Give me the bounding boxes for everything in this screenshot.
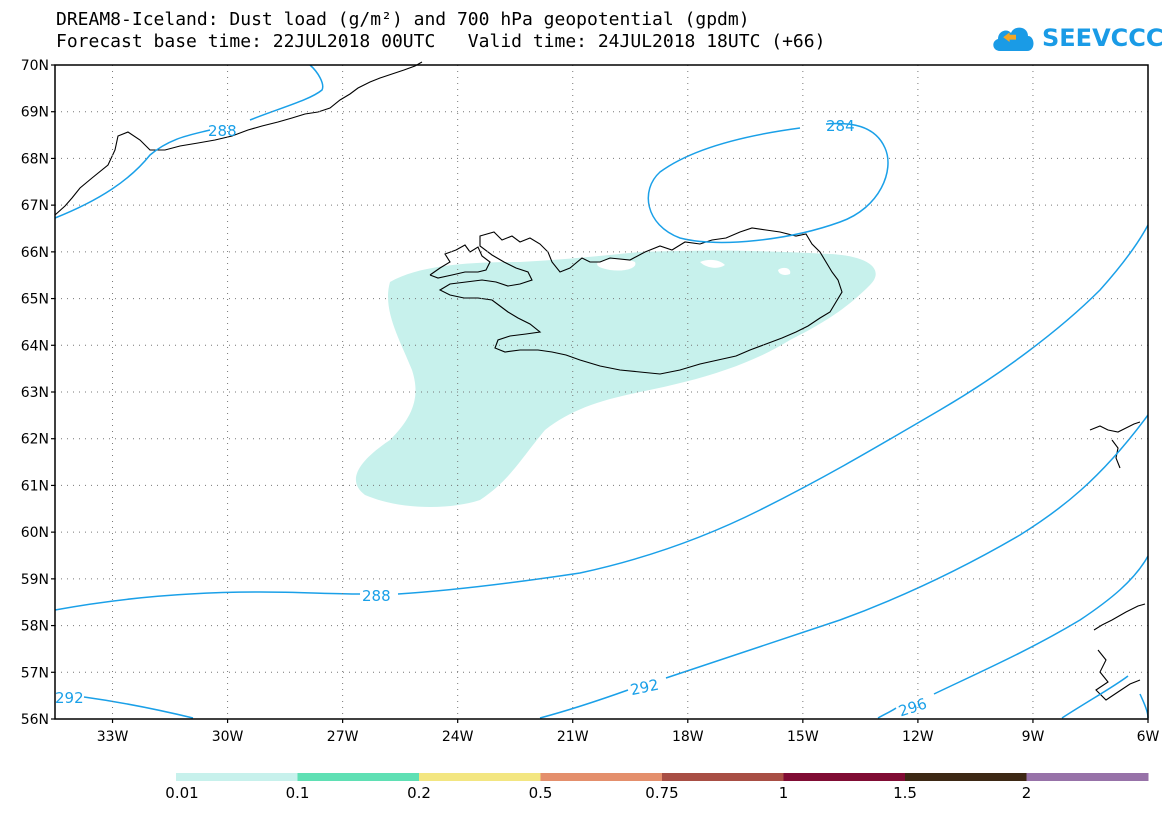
- legend-swatch: [176, 773, 298, 781]
- contour-label-292-east: 292: [629, 676, 661, 700]
- legend-label: 0.2: [407, 784, 431, 802]
- legend-swatch: [662, 773, 784, 781]
- legend-label: 0.01: [165, 784, 199, 802]
- lat-label: 64N: [21, 338, 49, 354]
- lon-label: 27W: [327, 729, 359, 745]
- lon-label: 6W: [1137, 729, 1160, 745]
- lat-label: 62N: [21, 432, 49, 448]
- lat-label: 68N: [21, 151, 49, 167]
- contour-288-south: [54, 224, 1149, 611]
- lon-label: 33W: [97, 729, 129, 745]
- lat-label: 59N: [21, 572, 49, 588]
- lon-label: 18W: [672, 729, 704, 745]
- cloud-icon: [993, 27, 1034, 51]
- legend-label: 1.5: [893, 784, 917, 802]
- contour-value-labels: 288 284 288 292 292 296: [55, 117, 929, 720]
- lat-lon-grid: [55, 65, 1148, 719]
- seevccc-logo: SEEVCCC: [990, 20, 1164, 56]
- legend-label: 2: [1021, 784, 1032, 802]
- map-title: DREAM8-Iceland: Dust load (g/m²) and 700…: [56, 9, 750, 30]
- lon-label: 12W: [902, 729, 934, 745]
- legend-label: 1: [778, 784, 789, 802]
- legend-swatch: [540, 773, 663, 781]
- contour-label-288-north: 288: [208, 122, 237, 140]
- lat-label: 69N: [21, 105, 49, 121]
- legend-label: 0.75: [645, 784, 679, 802]
- greenland-coast: [54, 61, 423, 216]
- contour-296: [877, 555, 1149, 719]
- lat-label: 65N: [21, 292, 49, 308]
- latitude-labels: 70N 69N 68N 67N 66N 65N 64N 63N 62N 61N 60N 59N 58N 5…: [21, 58, 49, 728]
- geopotential-contours: [54, 64, 1149, 719]
- lat-label: 66N: [21, 245, 49, 261]
- lon-label: 21W: [557, 729, 589, 745]
- lat-label: 56N: [21, 712, 49, 728]
- lat-label: 67N: [21, 198, 49, 214]
- lat-label: 63N: [21, 385, 49, 401]
- axis-ticks: [51, 64, 1149, 723]
- legend-swatch: [297, 773, 420, 781]
- lon-label: 9W: [1022, 729, 1045, 745]
- lat-label: 70N: [21, 58, 49, 74]
- contour-label-292-west: 292: [55, 689, 84, 707]
- lon-label: 30W: [212, 729, 244, 745]
- dust-load-area: [355, 250, 876, 507]
- legend-swatch: [905, 773, 1027, 781]
- dust-legend-colorbar: [176, 773, 1149, 781]
- longitude-labels: 33W 30W 27W 24W 21W 18W 15W 12W 9W 6W: [97, 729, 1160, 745]
- legend-swatch: [1026, 773, 1149, 781]
- lon-label: 15W: [787, 729, 819, 745]
- legend-label: 0.5: [528, 784, 553, 802]
- contour-label-296: 296: [896, 694, 929, 720]
- forecast-time-subtitle: Forecast base time: 22JUL2018 00UTC Vali…: [56, 31, 826, 52]
- contour-284: [647, 122, 889, 244]
- iceland-coast: [429, 227, 843, 375]
- lat-label: 57N: [21, 665, 49, 681]
- lon-label: 24W: [442, 729, 474, 745]
- contour-292-east: [539, 414, 1149, 719]
- contour-label-288-south: 288: [362, 587, 391, 605]
- legend-swatch: [783, 773, 906, 781]
- logo-text: SEEVCCC: [1042, 24, 1164, 52]
- faroe-shetland-coast: [1089, 421, 1146, 701]
- legend-swatch: [419, 773, 541, 781]
- lat-label: 60N: [21, 525, 49, 541]
- contour-292-west: [83, 696, 194, 719]
- legend-label: 0.1: [285, 784, 310, 802]
- lat-label: 58N: [21, 619, 49, 635]
- contour-288-north: [54, 64, 324, 219]
- lat-label: 61N: [21, 478, 49, 494]
- contour-label-284: 284: [826, 117, 855, 135]
